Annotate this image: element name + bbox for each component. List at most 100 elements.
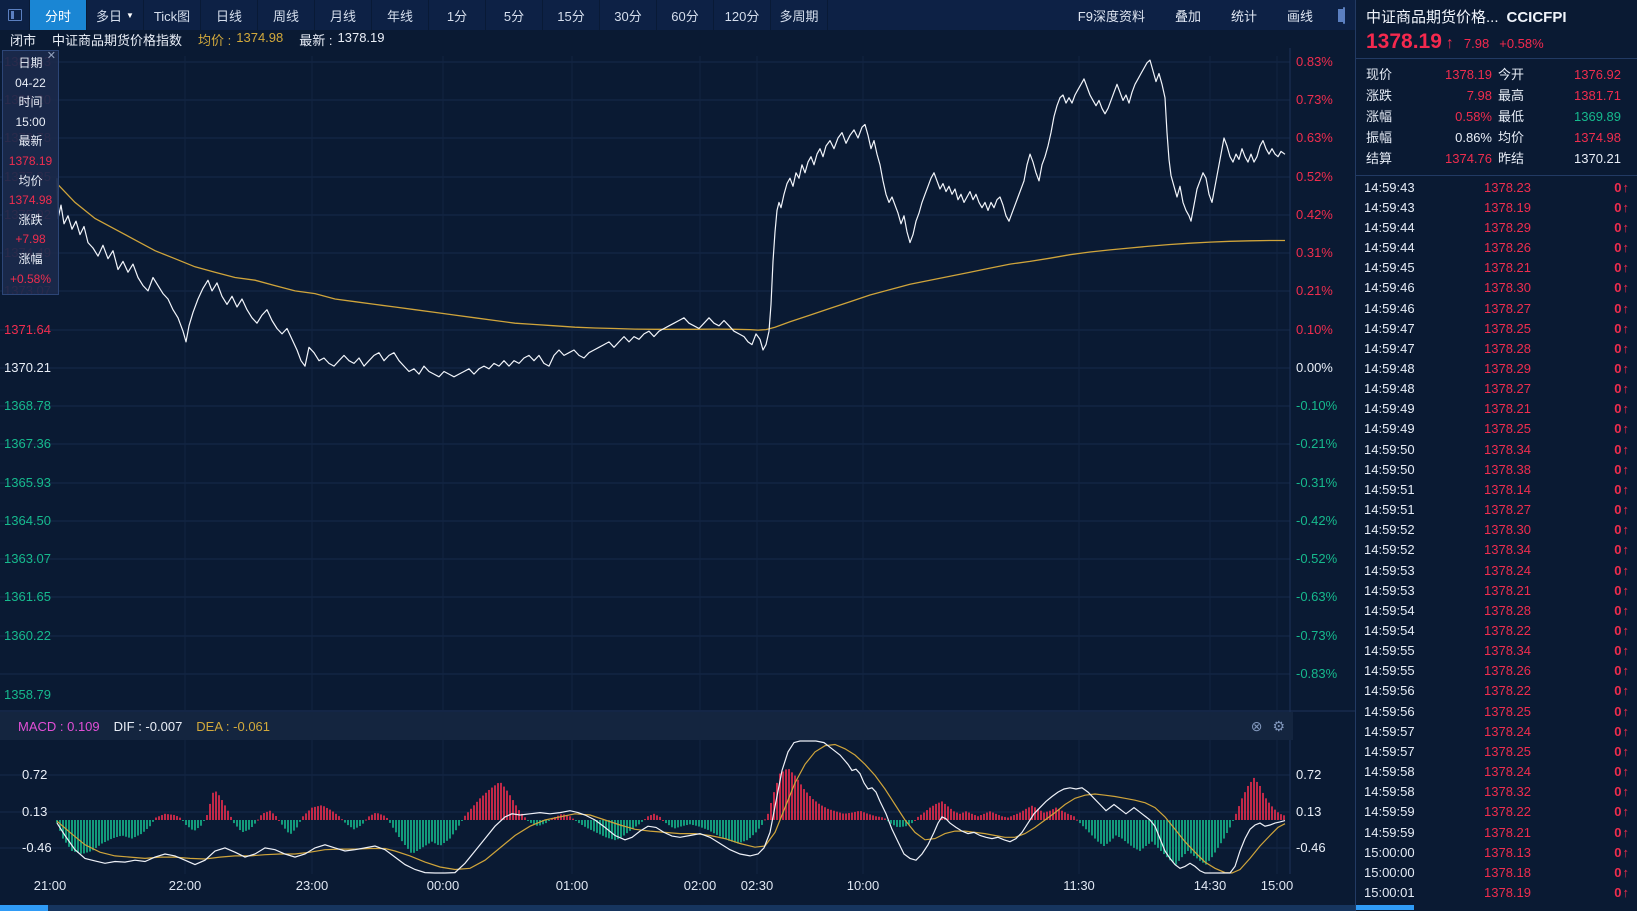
tick-row[interactable]: 14:59:44 1378.29 0 ↑: [1356, 217, 1637, 237]
tick-row[interactable]: 14:59:46 1378.27 0 ↑: [1356, 298, 1637, 318]
tick-price: 1378.13: [1484, 844, 1531, 860]
tick-row[interactable]: 14:59:56 1378.22 0 ↑: [1356, 681, 1637, 701]
macd-chart[interactable]: [0, 740, 1355, 874]
tick-row[interactable]: 14:59:55 1378.34 0 ↑: [1356, 641, 1637, 661]
percent-axis-label: -0.21%: [1296, 436, 1338, 451]
tab-120分[interactable]: 120分: [714, 0, 771, 30]
time-tick-01:00: 01:00: [555, 878, 589, 893]
percent-axis-label: 0.10%: [1296, 322, 1333, 337]
tick-row[interactable]: 14:59:47 1378.25 0 ↑: [1356, 318, 1637, 338]
stat-value: 0.86%: [1455, 130, 1492, 145]
tick-row[interactable]: 14:59:46 1378.30 0 ↑: [1356, 278, 1637, 298]
tick-time: 14:59:47: [1364, 320, 1415, 336]
tick-row[interactable]: 14:59:58 1378.24 0 ↑: [1356, 762, 1637, 782]
up-arrow-icon: ↑: [1622, 683, 1630, 699]
tab-多日[interactable]: 多日 ▼: [87, 0, 144, 30]
macd-close-icon[interactable]: ⊗: [1250, 717, 1263, 734]
tab-周线[interactable]: 周线: [258, 0, 315, 30]
tick-row[interactable]: 14:59:54 1378.22 0 ↑: [1356, 620, 1637, 640]
tick-row[interactable]: 14:59:56 1378.25 0 ↑: [1356, 701, 1637, 721]
percent-axis-label: 0.21%: [1296, 283, 1333, 298]
tick-row[interactable]: 14:59:43 1378.19 0 ↑: [1356, 197, 1637, 217]
tab-5分[interactable]: 5分: [486, 0, 543, 30]
tab-15分[interactable]: 15分: [543, 0, 600, 30]
tab-30分[interactable]: 30分: [600, 0, 657, 30]
tick-row[interactable]: 14:59:57 1378.25 0 ↑: [1356, 741, 1637, 761]
time-tick-14:30: 14:30: [1193, 878, 1227, 893]
tick-row[interactable]: 14:59:52 1378.30 0 ↑: [1356, 520, 1637, 540]
tick-row[interactable]: 14:59:48 1378.27 0 ↑: [1356, 379, 1637, 399]
tooltip-value: 1378.19: [8, 153, 53, 168]
tick-row[interactable]: 14:59:50 1378.38 0 ↑: [1356, 459, 1637, 479]
tick-price: 1378.28: [1484, 340, 1531, 356]
tab-年线[interactable]: 年线: [372, 0, 429, 30]
up-arrow-icon: ↑: [1622, 199, 1630, 215]
tick-list[interactable]: 14:59:43 1378.23 0 ↑ 14:59:43 1378.19 0 ↑ 14:59:…: [1356, 177, 1637, 904]
chart-scrollbar-thumb[interactable]: [0, 905, 48, 911]
tick-time: 14:59:48: [1364, 381, 1415, 397]
chart-region[interactable]: ✕ 日期 04-22 时间 15:00 最新 1378.19 均价 1374.98 涨跌 +7.9…: [0, 48, 1355, 911]
tick-row[interactable]: 14:59:48 1378.29 0 ↑: [1356, 358, 1637, 378]
tick-row[interactable]: 15:00:01 1378.19 0 ↑: [1356, 882, 1637, 902]
tab-分时[interactable]: 分时: [30, 0, 87, 30]
tab-1分[interactable]: 1分: [429, 0, 486, 30]
tab-label: 15分: [557, 8, 585, 24]
tick-row[interactable]: 14:59:55 1378.26 0 ↑: [1356, 661, 1637, 681]
tick-time: 14:59:46: [1364, 300, 1415, 316]
up-arrow-icon: ↑: [1622, 885, 1630, 901]
tick-row[interactable]: 14:59:45 1378.21 0 ↑: [1356, 258, 1637, 278]
tick-volume: 0 ↑: [1614, 602, 1629, 618]
time-tick-11:30: 11:30: [1063, 878, 1095, 893]
tab-日线[interactable]: 日线: [201, 0, 258, 30]
window-icon-button[interactable]: [0, 0, 30, 30]
tick-row[interactable]: 14:59:49 1378.21 0 ↑: [1356, 399, 1637, 419]
tick-volume: 0 ↑: [1614, 643, 1629, 659]
tick-row[interactable]: 14:59:54 1378.28 0 ↑: [1356, 600, 1637, 620]
tab-60分[interactable]: 60分: [657, 0, 714, 30]
tick-volume: 0 ↑: [1614, 885, 1630, 901]
price-chart[interactable]: [0, 48, 1355, 712]
tick-volume: 0 ↑: [1614, 784, 1629, 800]
percent-axis-label: -0.73%: [1296, 628, 1338, 643]
stat-value: 1374.76: [1445, 151, 1492, 166]
tick-row[interactable]: 14:59:58 1378.32 0 ↑: [1356, 782, 1637, 802]
tick-row[interactable]: 14:59:59 1378.22 0 ↑: [1356, 802, 1637, 822]
macd-settings-icon[interactable]: ⚙: [1272, 717, 1285, 734]
tick-volume: 0 ↑: [1614, 663, 1629, 679]
tick-row[interactable]: 14:59:52 1378.34 0 ↑: [1356, 540, 1637, 560]
tooltip-label: 时间: [18, 95, 43, 110]
tick-price: 1378.38: [1484, 461, 1531, 477]
price-axis-label: 1364.50: [4, 513, 51, 528]
percent-axis-label: -0.83%: [1296, 666, 1338, 681]
tick-row[interactable]: 14:59:59 1378.21 0 ↑: [1356, 822, 1637, 842]
tick-row[interactable]: 14:59:53 1378.21 0 ↑: [1356, 580, 1637, 600]
chart-horizontal-scrollbar[interactable]: [0, 905, 1355, 911]
tick-row[interactable]: 15:00:00 1378.18 0 ↑: [1356, 862, 1637, 882]
panel-scrollbar-thumb[interactable]: [1356, 905, 1414, 910]
tick-volume: 0 ↑: [1614, 623, 1629, 639]
tick-row[interactable]: 14:59:49 1378.25 0 ↑: [1356, 419, 1637, 439]
tab-多周期[interactable]: 多周期: [771, 0, 828, 30]
toolbar-action-统计[interactable]: 统计: [1230, 8, 1257, 24]
toolbar-action-画线[interactable]: 画线: [1286, 8, 1313, 24]
tick-time: 14:59:55: [1364, 643, 1415, 659]
tick-volume: 0 ↑: [1614, 562, 1629, 578]
panel-toggle-button[interactable]: [1343, 6, 1345, 24]
price-axis-label: 1363.07: [4, 551, 51, 566]
tick-row[interactable]: 14:59:47 1378.28 0 ↑: [1356, 338, 1637, 358]
percent-axis-label: -0.31%: [1296, 475, 1338, 490]
tick-row[interactable]: 14:59:57 1378.24 0 ↑: [1356, 721, 1637, 741]
tick-row[interactable]: 14:59:53 1378.24 0 ↑: [1356, 560, 1637, 580]
stat-label: 结算: [1366, 151, 1393, 166]
tick-row[interactable]: 14:59:44 1378.26 0 ↑: [1356, 237, 1637, 257]
tick-row[interactable]: 14:59:50 1378.34 0 ↑: [1356, 439, 1637, 459]
toolbar-action-叠加[interactable]: 叠加: [1174, 8, 1201, 24]
tick-row[interactable]: 15:00:00 1378.13 0 ↑: [1356, 842, 1637, 862]
toolbar-action-F9深度资料[interactable]: F9深度资料: [1077, 8, 1145, 24]
tick-row[interactable]: 14:59:51 1378.27 0 ↑: [1356, 500, 1637, 520]
tab-月线[interactable]: 月线: [315, 0, 372, 30]
tab-Tick图[interactable]: Tick图: [144, 0, 201, 30]
tick-row[interactable]: 14:59:51 1378.14 0 ↑: [1356, 479, 1637, 499]
tick-row[interactable]: 14:59:43 1378.23 0 ↑: [1356, 177, 1637, 197]
tooltip-close-icon[interactable]: ✕: [46, 50, 56, 62]
